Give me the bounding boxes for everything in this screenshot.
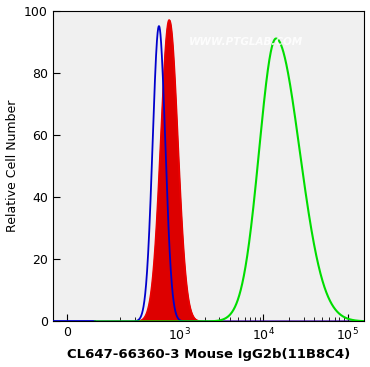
Y-axis label: Relative Cell Number: Relative Cell Number — [6, 100, 18, 232]
Text: WWW.PTGLAB.COM: WWW.PTGLAB.COM — [189, 37, 303, 47]
X-axis label: CL647-66360-3 Mouse IgG2b(11B8C4): CL647-66360-3 Mouse IgG2b(11B8C4) — [67, 348, 350, 361]
